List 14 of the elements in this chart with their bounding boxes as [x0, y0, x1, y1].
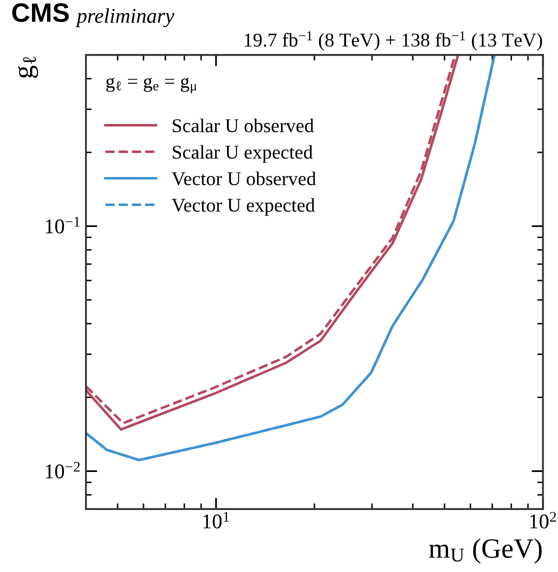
legend-label: Scalar U expected	[172, 145, 313, 163]
y-tick-label: 10$^{−1}$	[46, 216, 80, 234]
text: preliminary	[76, 8, 174, 28]
y-axis-title: g$_{ℓ}$	[18, 56, 38, 78]
chart-title: 19.7 fb$^{−1}$ (8 TeV) + 138 fb$^{−1}$ (13 TeV)	[244, 31, 542, 51]
x-tick-label: 10$^{2}$	[530, 512, 556, 528]
legend-label: Vector U observed	[172, 172, 316, 186]
legend-label: Scalar U observed	[172, 118, 314, 132]
x-tick-label: 10$^{1}$	[203, 512, 229, 528]
y-tick-label: 10$^{−2}$	[46, 462, 80, 478]
legend-label: Vector U expected	[172, 198, 315, 216]
x-axis-title: m$_{U}$ (GeV)	[429, 538, 542, 564]
legend-title: g$_{ℓ}$ = g$_{e}$ = g$_{μ}$	[106, 78, 197, 94]
text: CMS	[12, 3, 69, 22]
